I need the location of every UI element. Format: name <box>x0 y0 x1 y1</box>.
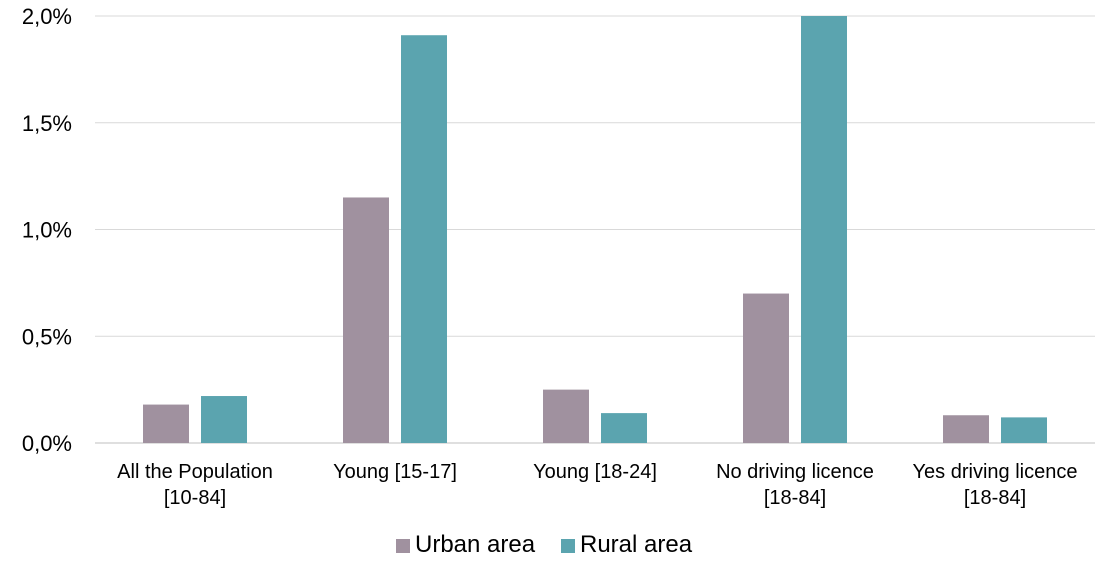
legend-swatch-rural-area <box>561 539 575 553</box>
x-category-label: [18-84] <box>964 487 1026 509</box>
bar-urban-area <box>343 197 389 443</box>
x-category-label: [18-84] <box>764 487 826 509</box>
x-category-label: Young [18-24] <box>533 461 657 483</box>
y-tick-label: 0,5% <box>22 324 72 349</box>
x-category-label: All the Population <box>117 461 273 483</box>
y-tick-label: 1,0% <box>22 218 72 243</box>
x-category-label: No driving licence <box>716 461 874 483</box>
bar-urban-area <box>543 389 589 443</box>
y-tick-label: 0,0% <box>22 431 72 456</box>
bar-urban-area <box>143 404 189 443</box>
bar-rural-area <box>401 35 447 444</box>
legend-swatch-urban-area <box>396 539 410 553</box>
bar-rural-area <box>801 16 847 443</box>
x-category-label: Young [15-17] <box>333 461 457 483</box>
legend-label-rural-area: Rural area <box>580 531 693 558</box>
bar-urban-area <box>743 293 789 443</box>
x-category-label: Yes driving licence <box>913 461 1078 483</box>
y-tick-label: 1,5% <box>22 111 72 136</box>
y-tick-label: 2,0% <box>22 4 72 29</box>
legend-label-urban-area: Urban area <box>415 531 536 558</box>
bar-rural-area <box>601 413 647 443</box>
x-category-label: [10-84] <box>164 487 226 509</box>
bar-rural-area <box>201 396 247 443</box>
bar-urban-area <box>943 415 989 443</box>
bar-rural-area <box>1001 417 1047 443</box>
